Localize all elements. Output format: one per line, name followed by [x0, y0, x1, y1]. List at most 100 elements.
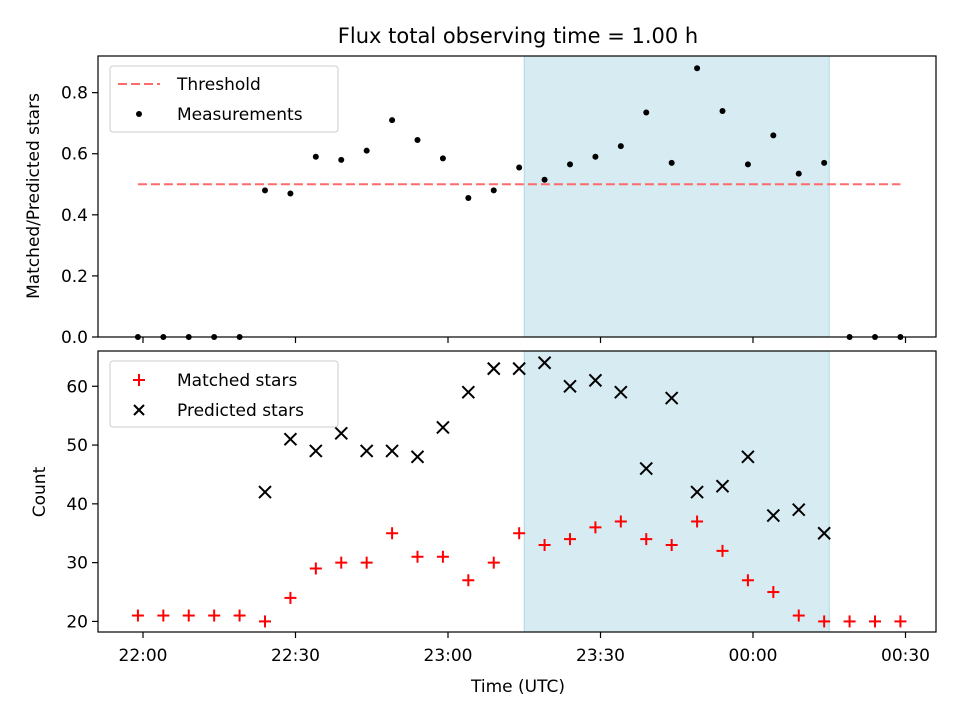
- predicted-star-point: [766, 508, 781, 523]
- legend-threshold-label: Threshold: [176, 75, 261, 95]
- matched-star-point: [411, 550, 424, 563]
- measurement-point: [694, 65, 701, 72]
- x-tick-label: 00:30: [881, 646, 930, 666]
- top-highlight-span: [523, 55, 830, 338]
- measurement-point: [389, 117, 396, 124]
- x-axis-label: Time (UTC): [470, 677, 565, 697]
- predicted-star-point: [563, 379, 577, 393]
- bottom-y-tick-label: 50: [66, 436, 88, 456]
- matched-star-point: [335, 556, 348, 569]
- predicted-star-point: [410, 450, 425, 464]
- predicted-star-point: [385, 444, 399, 458]
- top-y-tick-label: 0.0: [61, 328, 88, 348]
- measurement-point: [465, 195, 472, 202]
- matched-star-point: [589, 521, 602, 534]
- predicted-star-point: [690, 485, 704, 499]
- predicted-star-point: [283, 432, 298, 446]
- matched-star-point: [716, 544, 729, 557]
- matched-star-point: [894, 615, 907, 628]
- measurement-point: [592, 153, 599, 160]
- predicted-star-point: [334, 426, 348, 441]
- matched-star-point: [487, 556, 500, 569]
- predicted-stars-points: [258, 356, 831, 540]
- measurement-point: [744, 161, 751, 168]
- bottom-y-axis-label: Count: [30, 466, 50, 517]
- measurement-point: [617, 143, 624, 150]
- matched-star-point: [792, 609, 805, 622]
- bottom-y-axis-ticks: 20 30 40 50 60: [66, 377, 98, 632]
- predicted-star-point: [715, 479, 730, 493]
- predicted-star-point: [359, 444, 374, 458]
- matched-star-point: [538, 538, 551, 551]
- legend-measurements-label: Measurements: [177, 105, 303, 125]
- measurement-point: [516, 164, 523, 171]
- matched-star-point: [640, 533, 653, 546]
- top-y-tick-label: 0.6: [61, 145, 88, 165]
- predicted-star-point: [537, 356, 552, 370]
- predicted-star-point: [817, 526, 831, 540]
- top-axes-frame: [97, 55, 937, 338]
- measurement-point: [287, 190, 294, 197]
- bottom-y-tick-label: 40: [66, 495, 88, 515]
- matched-star-point: [131, 609, 144, 622]
- matched-star-point: [284, 591, 297, 604]
- measurement-point: [363, 147, 370, 154]
- chart-title: Flux total observing time = 1.00 h: [338, 24, 698, 48]
- measurement-point: [439, 155, 446, 162]
- top-y-tick-label: 0.4: [61, 206, 88, 226]
- measurement-points: [134, 65, 904, 340]
- predicted-star-point: [614, 385, 628, 399]
- x-tick-label: 00:00: [729, 646, 778, 666]
- top-legend: Threshold Measurements: [109, 65, 339, 133]
- top-y-tick-label: 0.8: [61, 84, 88, 104]
- measurement-point: [643, 109, 650, 116]
- matched-star-point: [843, 615, 856, 628]
- top-y-tick-label: 0.2: [61, 267, 88, 287]
- measurement-point: [312, 153, 319, 160]
- matched-star-point: [309, 562, 322, 575]
- legend-predicted-swatch: [133, 404, 145, 416]
- measurement-point: [414, 136, 421, 143]
- predicted-star-point: [792, 503, 806, 517]
- top-x-axis-ticks: [142, 337, 907, 343]
- matched-star-point: [665, 538, 678, 551]
- matched-star-point: [614, 515, 627, 528]
- bottom-legend: Matched stars Predicted stars: [109, 360, 339, 428]
- measurement-point: [262, 187, 268, 194]
- predicted-star-point: [664, 391, 679, 405]
- predicted-star-point: [461, 385, 476, 399]
- legend-measurements-swatch: [136, 111, 142, 117]
- predicted-star-point: [487, 361, 501, 376]
- matched-star-point: [208, 609, 221, 622]
- measurement-point: [567, 161, 573, 168]
- matched-star-point: [462, 574, 475, 587]
- measurement-point: [541, 176, 548, 183]
- matched-star-point: [513, 527, 526, 540]
- bottom-legend-box: [109, 360, 339, 428]
- predicted-star-point: [741, 450, 755, 464]
- matched-star-point: [436, 550, 449, 563]
- predicted-star-point: [639, 461, 653, 476]
- predicted-star-point: [309, 444, 323, 458]
- measurement-point: [821, 159, 828, 166]
- measurement-point: [668, 159, 675, 166]
- top-legend-box: [109, 65, 339, 133]
- predicted-star-point: [588, 373, 603, 388]
- legend-matched-swatch: [133, 374, 145, 386]
- bottom-x-axis-ticks: 22:00 22:30 23:00 23:30 00:00 00:30: [119, 632, 930, 666]
- measurement-point: [795, 170, 802, 177]
- matched-star-point: [182, 609, 195, 622]
- matched-star-point: [564, 533, 576, 546]
- top-panel: 0.0 0.2 0.4 0.6 0.8 Flux total observing tim…: [24, 24, 937, 348]
- measurement-point: [770, 132, 777, 139]
- matched-star-point: [360, 556, 373, 569]
- x-tick-label: 23:30: [576, 646, 625, 666]
- predicted-star-point: [436, 420, 450, 435]
- top-y-axis-label: Matched/Predicted stars: [24, 93, 44, 299]
- measurement-point: [719, 107, 726, 114]
- bottom-axes-frame: [97, 350, 937, 633]
- matched-star-point: [869, 615, 881, 628]
- matched-star-point: [259, 615, 271, 628]
- matched-star-point: [767, 586, 780, 599]
